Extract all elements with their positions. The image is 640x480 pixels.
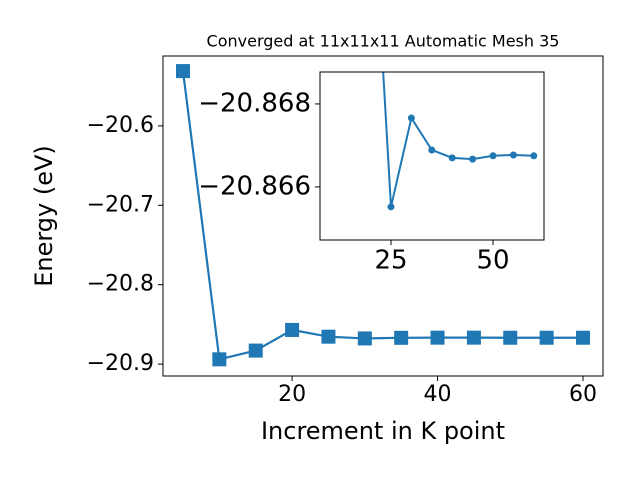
axes-frame xyxy=(319,71,545,241)
marker xyxy=(285,322,300,337)
x-axis-label: Increment in K point xyxy=(261,417,505,445)
plot-area xyxy=(382,72,538,211)
x-tick-label: 40 xyxy=(424,382,452,407)
plot-area xyxy=(176,64,590,367)
marker xyxy=(357,331,372,346)
marker xyxy=(428,146,436,154)
marker xyxy=(530,152,538,160)
marker xyxy=(576,330,590,345)
axes-frame xyxy=(162,55,604,377)
y-axis-label: Energy (eV) xyxy=(30,145,58,287)
y-tick-label: −20.6 xyxy=(87,113,154,138)
chart-title: Converged at 11x11x11 Automatic Mesh 35 xyxy=(207,32,560,51)
y-tick-label: −20.8 xyxy=(87,272,154,297)
marker xyxy=(407,114,415,122)
x-tick-label: 60 xyxy=(569,382,597,407)
marker xyxy=(248,343,263,358)
y-tick-label: −20.866 xyxy=(198,171,311,201)
marker xyxy=(321,329,336,344)
marker xyxy=(466,330,481,345)
marker xyxy=(489,152,497,160)
x-tick-label: 50 xyxy=(476,246,509,276)
x-tick-label: 25 xyxy=(374,246,407,276)
marker xyxy=(387,203,395,211)
y-tick-label: −20.868 xyxy=(198,88,311,118)
x-tick-label: 20 xyxy=(278,382,306,407)
marker xyxy=(212,352,227,367)
marker xyxy=(469,155,477,163)
marker xyxy=(539,330,554,345)
marker xyxy=(503,330,518,345)
marker xyxy=(430,330,445,345)
y-tick-label: −20.9 xyxy=(87,351,154,376)
marker xyxy=(394,330,409,345)
marker xyxy=(448,154,456,162)
marker xyxy=(176,64,190,79)
marker xyxy=(509,151,517,159)
y-tick-label: −20.7 xyxy=(87,192,154,217)
